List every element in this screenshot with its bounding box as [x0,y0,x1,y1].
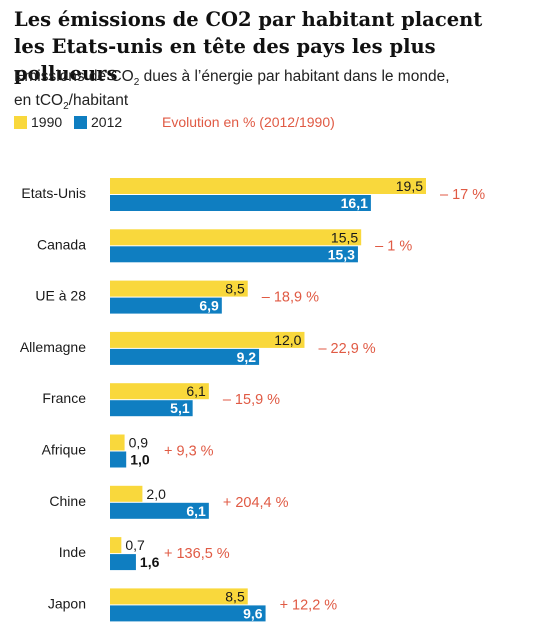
category-label-afrique: Afrique [42,442,87,458]
value-label-2012-france: 5,1 [170,400,190,416]
value-label-1990-allemagne: 12,0 [274,332,301,348]
legend-item-1990: 1990 [14,114,62,130]
value-label-1990-ue-28: 8,5 [225,281,245,297]
bar-2012-afrique [110,451,127,468]
evolution-label-france: – 15,9 % [223,392,280,408]
bar-2012-etats-unis [110,195,371,211]
category-label-allemagne: Allemagne [20,339,86,355]
evolution-label-ue-28: – 18,9 % [262,290,319,306]
category-label-japon: Japon [48,595,86,611]
bar-1990-etats-unis [110,178,426,194]
value-label-1990-chine: 2,0 [146,486,166,502]
subtitle-text-2: dues à l’énergie par habitant dans le mo… [139,68,450,85]
category-label-chine: Chine [49,493,86,509]
evolution-label-japon: + 12,2 % [280,597,338,613]
bar-1990-inde [110,537,122,554]
legend-swatch-2012 [74,115,87,129]
subtitle-subscript-2: 2 [63,101,69,113]
legend-swatch-1990 [14,115,27,129]
value-label-2012-inde: 1,6 [140,554,160,570]
value-label-2012-ue-28: 6,9 [199,298,219,314]
bar-1990-afrique [110,434,125,451]
evolution-label-afrique: + 9,3 % [164,444,214,460]
bar-1990-allemagne [110,331,305,348]
category-label-france: France [42,390,86,406]
value-label-1990-afrique: 0,9 [129,435,149,451]
category-label-etats-unis: Etats-Unis [21,185,86,201]
bar-2012-inde [110,554,136,571]
bar-2012-france [110,400,193,417]
value-label-1990-canada: 15,5 [331,229,358,245]
legend-item-2012: 2012 [74,114,122,130]
legend-label-2012: 2012 [91,114,123,130]
value-label-1990-france: 6,1 [186,383,206,399]
evolution-label-allemagne: – 22,9 % [318,341,375,357]
category-label-ue-28: UE à 28 [35,288,86,304]
bar-2012-japon [110,605,266,622]
subtitle-text-4: /habitant [68,92,129,110]
evolution-label-etats-unis: – 17 % [440,187,485,203]
category-label-inde: Inde [59,544,86,560]
value-label-1990-inde: 0,7 [125,537,145,553]
chart-subtitle: Emissions de CO2 dues à l’énergie par ha… [14,68,524,116]
subtitle-subscript-1: 2 [133,77,140,89]
subtitle-text-1: Emissions de CO [14,68,134,85]
bar-1990-chine [110,485,143,502]
evolution-label-chine: + 204,4 % [223,495,289,511]
value-label-2012-chine: 6,1 [186,503,206,519]
category-label-canada: Canada [37,236,86,252]
value-label-1990-etats-unis: 19,5 [396,178,423,194]
chart-title-line-2: les Etats-unis en tête des pays les plus… [14,35,436,85]
bar-2012-chine [110,502,209,519]
value-label-1990-japon: 8,5 [225,588,245,604]
value-label-2012-afrique: 1,0 [130,452,150,468]
bar-2012-canada [110,246,358,263]
subtitle-line-1: Emissions de CO2 dues à l’énergie par ha… [14,68,524,92]
bar-1990-canada [110,229,362,246]
value-label-2012-etats-unis: 16,1 [341,195,368,211]
bar-2012-ue-28 [110,297,222,314]
evolution-label-inde: + 136,5 % [164,546,230,562]
bar-1990-ue-28 [110,280,248,297]
subtitle-line-2: en tCO2/habitant [14,92,524,116]
bar-2012-allemagne [110,348,260,365]
bar-1990-japon [110,588,248,605]
value-label-2012-canada: 15,3 [328,246,355,262]
value-label-2012-japon: 9,6 [243,605,263,621]
value-label-2012-allemagne: 9,2 [237,349,257,365]
chart-title-line-1: Les émissions de CO2 par habitant placen… [14,8,483,31]
bar-1990-france [110,383,209,400]
chart-title: Les émissions de CO2 par habitant placen… [14,6,524,87]
evolution-label-canada: – 1 % [375,238,412,254]
legend-evolution-label: Evolution en % (2012/1990) [162,114,335,130]
subtitle-text-3: en tCO [14,92,64,110]
chart-legend: 1990 2012 Evolution en % (2012/1990) [14,114,524,134]
legend-label-1990: 1990 [31,114,63,130]
